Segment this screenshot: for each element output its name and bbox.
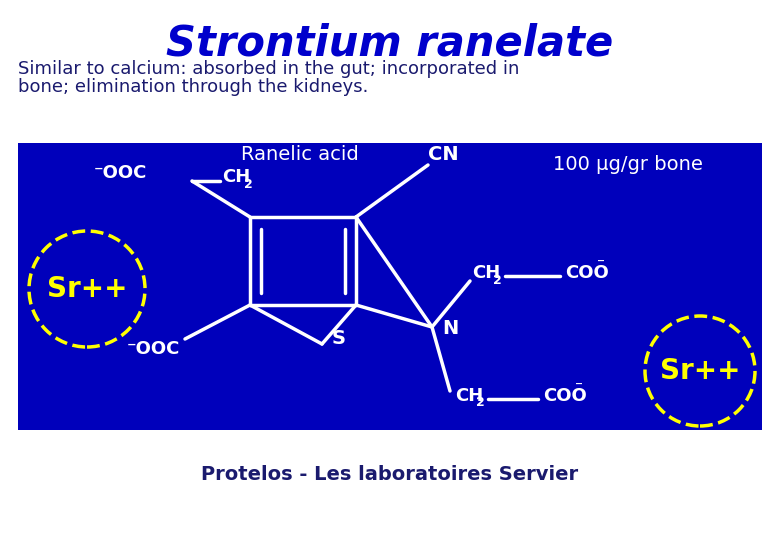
Text: Similar to calcium: absorbed in the gut; incorporated in: Similar to calcium: absorbed in the gut;… bbox=[18, 60, 519, 78]
Text: Protelos - Les laboratoires Servier: Protelos - Les laboratoires Servier bbox=[201, 464, 579, 484]
Text: 2: 2 bbox=[244, 177, 253, 191]
Text: Sr++: Sr++ bbox=[660, 357, 740, 385]
Text: S: S bbox=[332, 329, 346, 349]
Circle shape bbox=[645, 316, 755, 426]
Text: CN: CN bbox=[427, 144, 459, 164]
Text: ⁻OOC: ⁻OOC bbox=[94, 164, 147, 182]
Text: Ranelic acid: Ranelic acid bbox=[241, 144, 359, 164]
Text: Sr++: Sr++ bbox=[47, 275, 127, 303]
Text: CH: CH bbox=[472, 264, 500, 282]
Text: N: N bbox=[442, 320, 459, 339]
Text: bone; elimination through the kidneys.: bone; elimination through the kidneys. bbox=[18, 78, 368, 96]
Text: 2: 2 bbox=[476, 396, 484, 410]
Text: CH: CH bbox=[222, 168, 250, 186]
Text: COO: COO bbox=[543, 387, 587, 405]
Text: COO: COO bbox=[565, 264, 608, 282]
Text: ⁻: ⁻ bbox=[597, 256, 605, 272]
Text: 100 μg/gr bone: 100 μg/gr bone bbox=[553, 154, 703, 173]
Text: Strontium ranelate: Strontium ranelate bbox=[166, 22, 614, 64]
Text: 2: 2 bbox=[493, 273, 502, 287]
Text: ⁻: ⁻ bbox=[575, 379, 583, 395]
Text: ⁻OOC: ⁻OOC bbox=[126, 340, 180, 358]
Bar bbox=[18, 143, 762, 430]
Circle shape bbox=[29, 231, 145, 347]
Text: CH: CH bbox=[455, 387, 484, 405]
